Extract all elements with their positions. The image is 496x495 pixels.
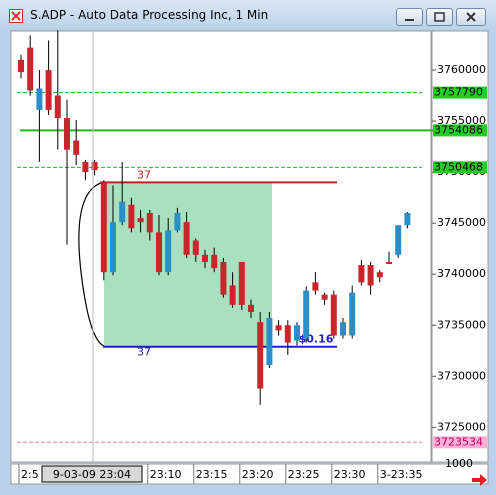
maximize-button[interactable]: [426, 8, 453, 26]
candle-body: [146, 212, 153, 233]
candle-body: [386, 261, 392, 265]
title-bar: S.ADP - Auto Data Processing Inc, 1 Min: [0, 0, 496, 30]
candle-body: [229, 285, 236, 305]
candle-body: [100, 182, 107, 273]
candle-body: [183, 222, 190, 255]
candle-body: [404, 212, 411, 226]
app-icon: [9, 9, 23, 23]
candle-body: [330, 294, 337, 336]
candle-body: [238, 261, 245, 305]
y-tick-label: 3730000: [437, 369, 486, 382]
candle-body: [73, 140, 80, 155]
candle-body: [321, 294, 328, 300]
candle-body: [119, 201, 126, 223]
candle-body: [45, 70, 52, 110]
y-tick-label: 3725000: [437, 420, 486, 433]
y-tick-label: 3740000: [437, 267, 486, 280]
candle-body: [202, 254, 208, 262]
close-button[interactable]: [456, 8, 486, 26]
candle-body: [110, 222, 116, 273]
candle-body: [275, 325, 282, 331]
candle-body: [395, 225, 402, 255]
minimize-button[interactable]: [396, 8, 423, 26]
x-tick-label: 23:10: [150, 468, 182, 481]
cursor-label-box: [41, 465, 143, 483]
x-tick-label: 23:30: [334, 468, 366, 481]
candle-body: [128, 204, 135, 229]
candle-body: [54, 95, 61, 119]
candle-body: [349, 292, 356, 336]
y-tick-label: 3745000: [437, 216, 486, 229]
x-tick-label: 23:25: [288, 468, 320, 481]
x-tick-label: 23:20: [242, 468, 274, 481]
level-box: [433, 436, 487, 449]
x-tick-label: 2:5: [21, 468, 39, 481]
range-top-label: 37: [137, 168, 151, 181]
candle-body: [257, 322, 264, 389]
candle-body: [18, 59, 24, 73]
candle-body: [36, 88, 43, 110]
candle-body: [27, 47, 34, 91]
candle-body: [358, 265, 365, 283]
x-tick-label: 23:15: [196, 468, 228, 481]
range-bottom-label: 37: [137, 346, 151, 359]
candle-body: [284, 325, 291, 343]
y-tick-label: 3755000: [437, 114, 486, 127]
candle-body: [165, 230, 172, 273]
level-label: 3723534: [434, 435, 483, 448]
candle-body: [64, 118, 70, 150]
candle-body: [137, 218, 144, 223]
candle-body: [220, 261, 227, 295]
candle-body: [91, 161, 98, 171]
y-tick-label: 3760000: [437, 63, 486, 76]
level-box: [433, 86, 487, 99]
candle-body: [266, 318, 273, 366]
candle-body: [192, 240, 199, 255]
candle-body: [367, 265, 374, 286]
candle-body: [211, 254, 218, 269]
candle-body: [174, 212, 181, 231]
level-label: 3757790: [434, 86, 483, 99]
cursor-label: 9-03-09 23:04: [53, 468, 131, 481]
window-title: S.ADP - Auto Data Processing Inc, 1 Min: [30, 8, 269, 22]
scale-note: 1000: [445, 457, 473, 470]
level-label: 3750468: [434, 160, 483, 173]
level-box: [433, 161, 487, 174]
x-tick-label: 3-23:35: [380, 468, 423, 481]
candle-body: [82, 161, 89, 173]
candle-body: [303, 290, 310, 339]
candle-body: [156, 232, 162, 273]
candle-body: [312, 282, 319, 291]
range-bracket: [78, 181, 105, 347]
candle-body: [294, 325, 300, 341]
y-tick-label: 3735000: [437, 318, 486, 331]
scroll-arrow[interactable]: [472, 474, 487, 486]
candle-body: [340, 322, 346, 336]
level-box: [433, 124, 487, 137]
candle-body: [248, 304, 254, 312]
level-label: 3754086: [434, 123, 483, 136]
candle-body: [376, 272, 383, 278]
price-axis: [431, 30, 489, 463]
